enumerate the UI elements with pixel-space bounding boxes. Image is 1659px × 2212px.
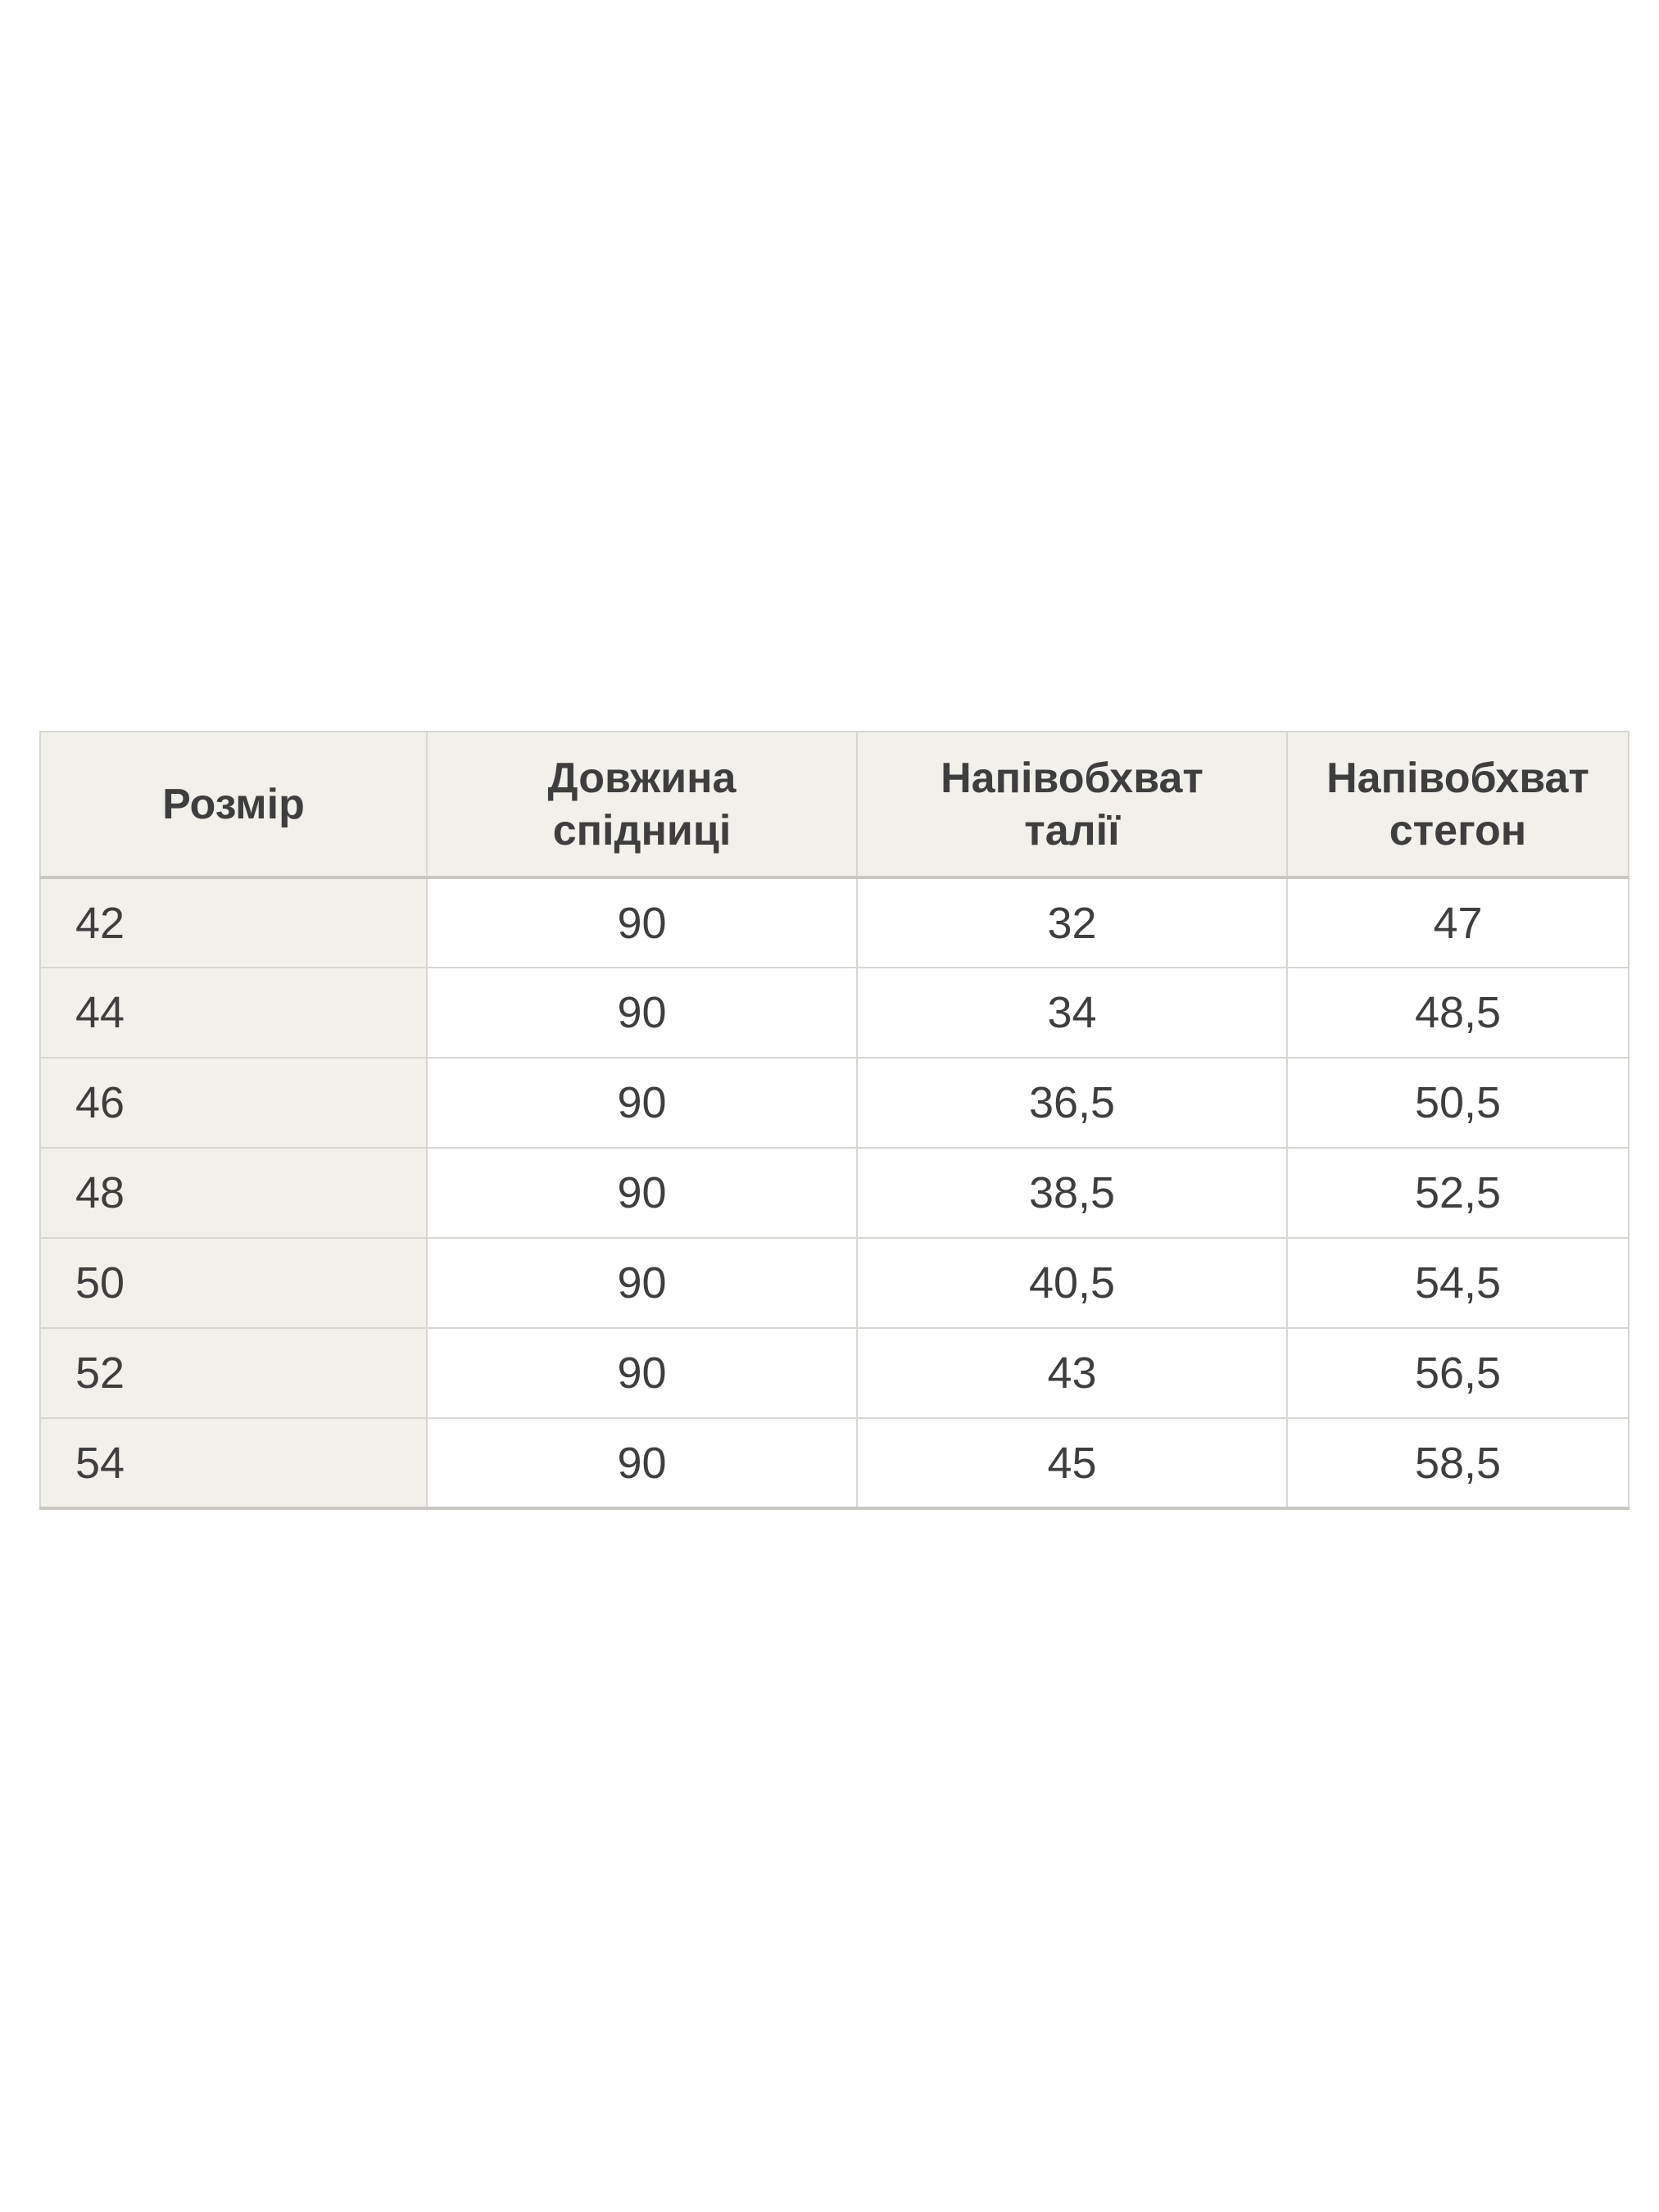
column-header-size: Розмір: [39, 731, 428, 879]
cell-half-hips: 48,5: [1286, 967, 1630, 1058]
cell-skirt-length: 90: [426, 877, 858, 968]
cell-size: 52: [39, 1327, 428, 1419]
cell-half-waist: 38,5: [856, 1147, 1288, 1239]
cell-skirt-length: 90: [426, 1057, 858, 1149]
header-row: Розмір Довжина спідниці Напівобхват талі…: [39, 731, 1630, 879]
cell-skirt-length: 90: [426, 1327, 858, 1419]
cell-skirt-length: 90: [426, 1147, 858, 1239]
cell-size: 48: [39, 1147, 428, 1239]
table-row: 50 90 40,5 54,5: [39, 1237, 1630, 1329]
table-row: 42 90 32 47: [39, 877, 1630, 968]
table-row: 46 90 36,5 50,5: [39, 1057, 1630, 1149]
cell-half-waist: 32: [856, 877, 1288, 968]
cell-size: 46: [39, 1057, 428, 1149]
cell-half-waist: 36,5: [856, 1057, 1288, 1149]
cell-skirt-length: 90: [426, 1417, 858, 1510]
cell-half-hips: 56,5: [1286, 1327, 1630, 1419]
column-header-half-waist: Напівобхват талії: [856, 731, 1288, 879]
cell-size: 54: [39, 1417, 428, 1510]
table-row: 52 90 43 56,5: [39, 1327, 1630, 1419]
cell-skirt-length: 90: [426, 1237, 858, 1329]
size-chart-table: Розмір Довжина спідниці Напівобхват талі…: [39, 731, 1630, 1510]
cell-half-hips: 54,5: [1286, 1237, 1630, 1329]
cell-half-waist: 34: [856, 967, 1288, 1058]
cell-half-waist: 43: [856, 1327, 1288, 1419]
cell-half-waist: 45: [856, 1417, 1288, 1510]
table-row: 54 90 45 58,5: [39, 1417, 1630, 1510]
table-row: 44 90 34 48,5: [39, 967, 1630, 1058]
size-chart-body: 42 90 32 47 44 90 34 48,5 46 90 36,5 50,…: [39, 877, 1630, 1510]
table-row: 48 90 38,5 52,5: [39, 1147, 1630, 1239]
cell-size: 42: [39, 877, 428, 968]
cell-size: 44: [39, 967, 428, 1058]
cell-half-hips: 47: [1286, 877, 1630, 968]
size-chart: Розмір Довжина спідниці Напівобхват талі…: [39, 731, 1630, 1510]
size-chart-header: Розмір Довжина спідниці Напівобхват талі…: [39, 731, 1630, 879]
cell-half-hips: 50,5: [1286, 1057, 1630, 1149]
cell-half-hips: 58,5: [1286, 1417, 1630, 1510]
cell-half-hips: 52,5: [1286, 1147, 1630, 1239]
cell-half-waist: 40,5: [856, 1237, 1288, 1329]
cell-size: 50: [39, 1237, 428, 1329]
column-header-skirt-length: Довжина спідниці: [426, 731, 858, 879]
cell-skirt-length: 90: [426, 967, 858, 1058]
column-header-half-hips: Напівобхват стегон: [1286, 731, 1630, 879]
